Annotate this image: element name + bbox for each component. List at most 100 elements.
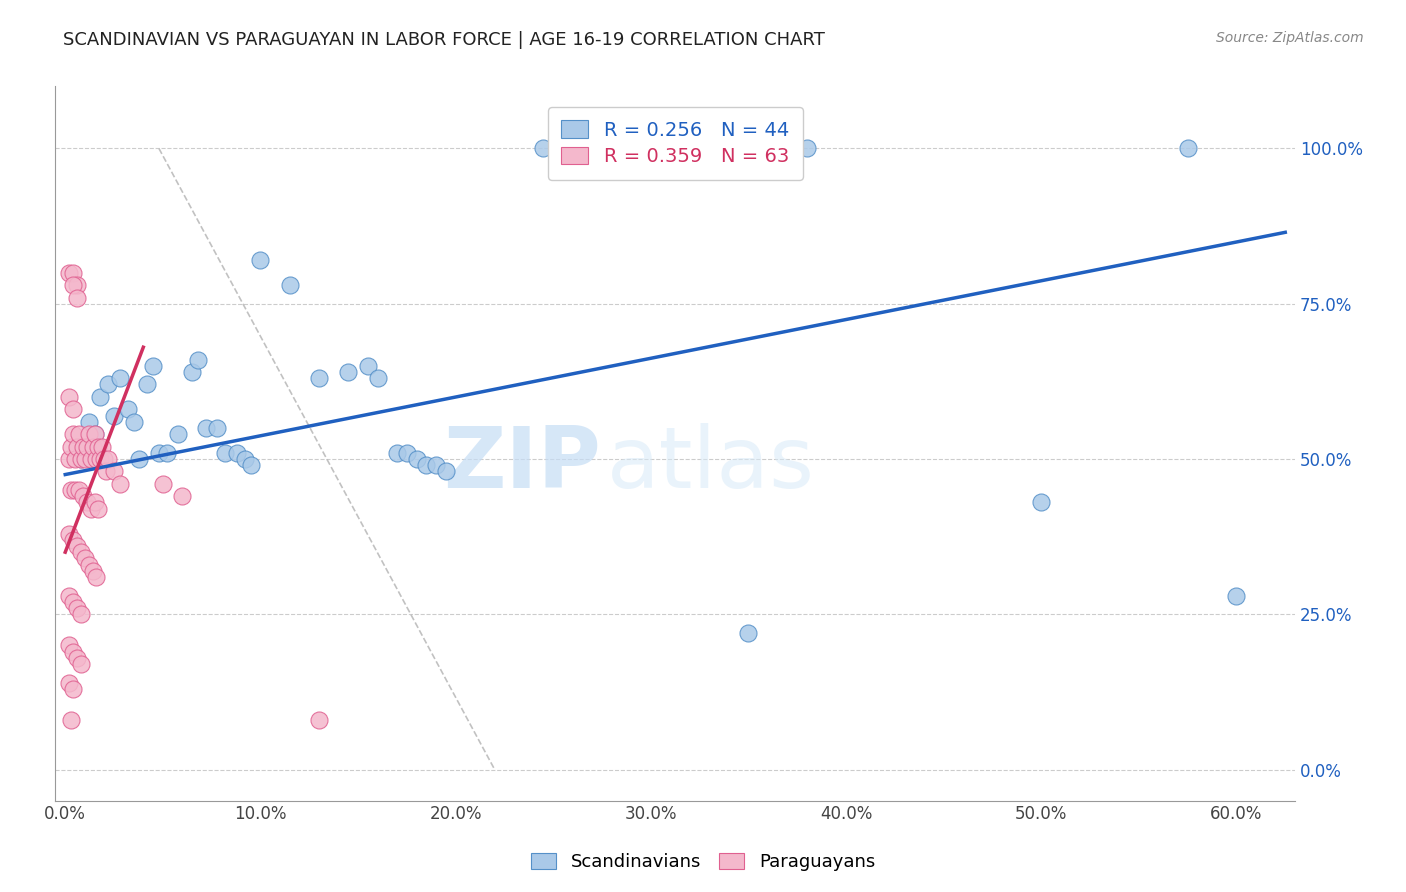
Point [67, 483, 90, 497]
Point [172, 489, 194, 503]
Point [67, 427, 90, 442]
Point [58, 675, 80, 690]
Point [96, 465, 118, 479]
Point [108, 371, 131, 385]
Point [214, 446, 236, 460]
Point [70, 657, 93, 671]
Point [395, 446, 418, 460]
Point [79, 501, 101, 516]
Point [385, 446, 408, 460]
Point [93, 452, 115, 467]
Point [796, 141, 818, 155]
Point [87, 501, 110, 516]
Point [122, 415, 145, 429]
Point [79, 452, 101, 467]
Point [62, 533, 84, 547]
Point [1225, 589, 1247, 603]
Point [76, 495, 98, 509]
Point [87, 440, 110, 454]
Point [103, 409, 125, 423]
Point [66, 278, 89, 293]
Point [62, 681, 84, 696]
Point [97, 377, 120, 392]
Point [66, 291, 89, 305]
Point [89, 390, 111, 404]
Point [70, 452, 93, 467]
Point [66, 539, 89, 553]
Text: ZIP: ZIP [443, 424, 600, 507]
Point [91, 440, 114, 454]
Point [308, 713, 330, 727]
Point [73, 452, 96, 467]
Point [337, 365, 360, 379]
Point [76, 440, 98, 454]
Point [66, 440, 89, 454]
Point [58, 526, 80, 541]
Point [181, 365, 204, 379]
Point [62, 595, 84, 609]
Point [103, 465, 125, 479]
Point [63, 483, 86, 497]
Point [83, 495, 105, 509]
Point [58, 589, 80, 603]
Text: Source: ZipAtlas.com: Source: ZipAtlas.com [1216, 31, 1364, 45]
Text: SCANDINAVIAN VS PARAGUAYAN IN LABOR FORCE | AGE 16-19 CORRELATION CHART: SCANDINAVIAN VS PARAGUAYAN IN LABOR FORC… [63, 31, 825, 49]
Point [737, 626, 759, 640]
Point [70, 545, 93, 559]
Point [640, 141, 662, 155]
Legend: R = 0.256   N = 44, R = 0.359   N = 63: R = 0.256 N = 44, R = 0.359 N = 63 [547, 107, 803, 179]
Point [83, 427, 105, 442]
Point [142, 359, 165, 373]
Point [152, 476, 174, 491]
Point [62, 427, 84, 442]
Point [89, 452, 111, 467]
Point [72, 489, 94, 503]
Point [86, 452, 108, 467]
Point [83, 427, 105, 442]
Point [679, 141, 702, 155]
Point [533, 141, 555, 155]
Point [77, 415, 100, 429]
Point [66, 601, 89, 615]
Point [167, 427, 190, 442]
Point [405, 452, 427, 467]
Point [58, 266, 80, 280]
Legend: Scandinavians, Paraguayans: Scandinavians, Paraguayans [523, 846, 883, 879]
Point [82, 564, 104, 578]
Point [86, 570, 108, 584]
Point [70, 607, 93, 622]
Point [58, 638, 80, 652]
Point [62, 278, 84, 293]
Point [194, 421, 217, 435]
Point [108, 476, 131, 491]
Point [278, 278, 301, 293]
Point [239, 458, 262, 473]
Point [207, 421, 229, 435]
Point [434, 465, 457, 479]
Point [60, 440, 83, 454]
Point [73, 551, 96, 566]
Point [62, 644, 84, 658]
Point [58, 390, 80, 404]
Point [58, 452, 80, 467]
Point [72, 440, 94, 454]
Point [63, 452, 86, 467]
Point [415, 458, 437, 473]
Text: atlas: atlas [607, 424, 815, 507]
Point [1031, 495, 1053, 509]
Point [187, 352, 209, 367]
Point [136, 377, 159, 392]
Point [156, 446, 179, 460]
Point [97, 452, 120, 467]
Point [117, 402, 139, 417]
Point [62, 402, 84, 417]
Point [737, 141, 759, 155]
Point [249, 253, 271, 268]
Point [62, 266, 84, 280]
Point [367, 371, 389, 385]
Point [70, 452, 93, 467]
Point [60, 713, 83, 727]
Point [77, 558, 100, 572]
Point [60, 483, 83, 497]
Point [581, 141, 603, 155]
